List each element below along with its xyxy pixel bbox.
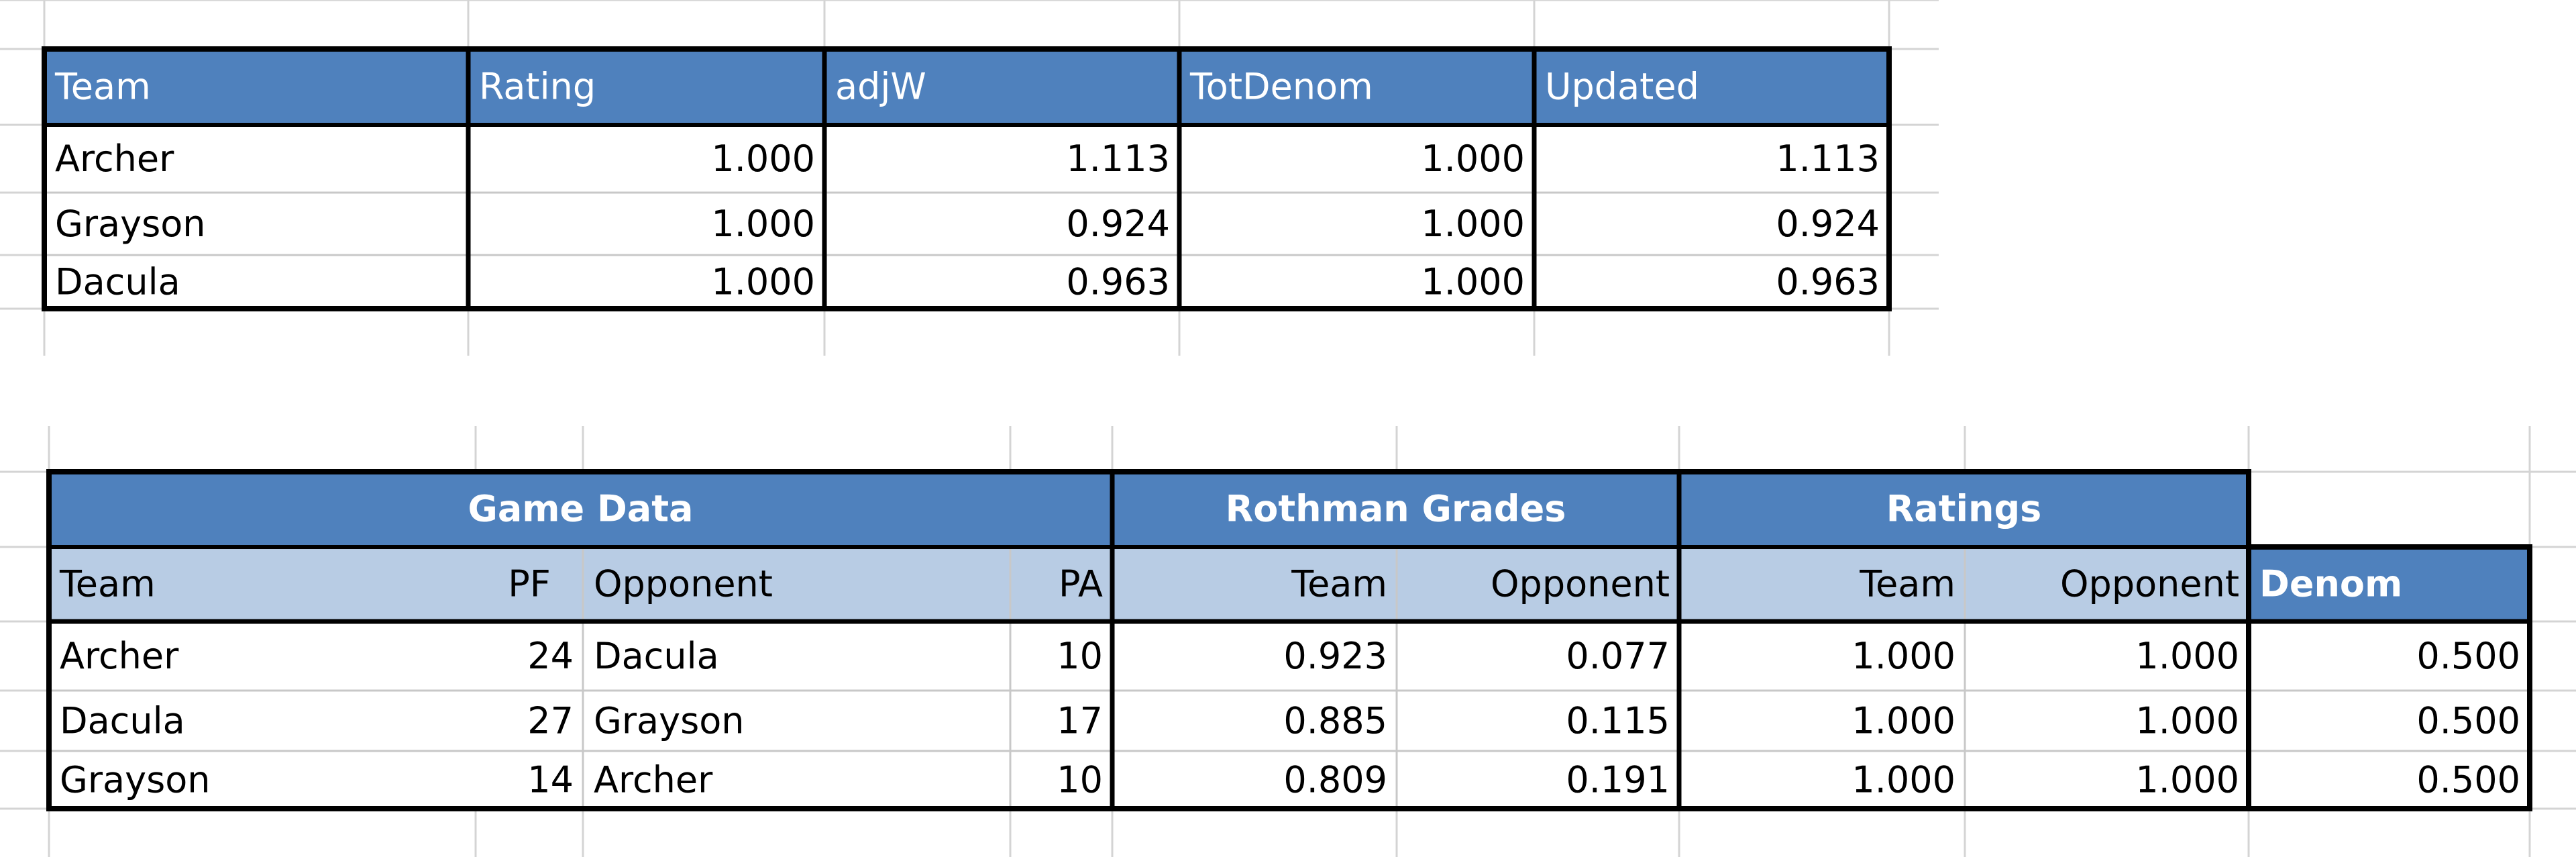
cell-text: Grayson [60,759,211,801]
cell-text: Archer [60,635,179,677]
cell-text: 0.809 [1283,759,1387,801]
cell-text: 0.191 [1566,759,1670,801]
cell-text: TotDenom [1189,66,1373,108]
cell-text: Rating [479,66,596,108]
group-row [49,472,2249,547]
cell-text: Team [1291,563,1387,605]
cell-text: 1.000 [1851,700,1955,742]
cell-text: 17 [1057,700,1103,742]
cell-text: 0.077 [1566,635,1670,677]
cell-text: Dacula [55,261,180,303]
cell-text: 1.113 [1066,138,1170,180]
cell-text: adjW [835,66,926,108]
cell-text: Grayson [594,700,745,742]
cell-text: Team [54,66,151,108]
cell-text: PF [508,563,551,605]
cell-text: Rothman Grades [1226,488,1566,530]
border [42,46,1892,311]
cell-text: Dacula [60,700,185,742]
cell-text: 1.000 [2135,700,2239,742]
cell-text: Opponent [1491,563,1670,605]
cell-text: 1.000 [711,261,815,303]
cell-text: 0.924 [1066,203,1170,245]
cell-text: 0.115 [1566,700,1670,742]
cell-text: 0.885 [1283,700,1387,742]
cell-text: Team [1859,563,1955,605]
cell-text: 1.000 [1421,203,1525,245]
cell-text: Team [59,563,156,605]
cell-text: 0.963 [1066,261,1170,303]
cell-text: 0.924 [1776,203,1880,245]
table-body [44,125,1889,309]
subheader-row [49,547,2249,621]
border [2246,544,2532,811]
cell-text: 0.500 [2416,759,2520,801]
cell-text: 1.000 [1421,261,1525,303]
cell-text: 1.000 [711,138,815,180]
cell-text: 1.000 [2135,759,2239,801]
cell-text: Grayson [55,203,206,245]
cell-text: 1.113 [1776,138,1880,180]
cell-text: Opponent [594,563,773,605]
cell-text: 1.000 [1851,635,1955,677]
cell-text: 27 [527,700,574,742]
cell-text: 1.000 [1421,138,1525,180]
cell-text: Denom [2259,563,2402,605]
cell-text: PA [1059,563,1103,605]
cell-text: 1.000 [711,203,815,245]
header-row [44,49,1889,125]
denom-header [2249,547,2530,621]
cell-text: 1.000 [2135,635,2239,677]
cell-text: 10 [1057,635,1103,677]
cell-text: 10 [1057,759,1103,801]
cell-text: 24 [527,635,574,677]
cell-text: 14 [527,759,574,801]
cell-text: Updated [1545,66,1699,108]
cell-text: 0.500 [2416,635,2520,677]
table-body [49,621,2530,809]
cell-text: 0.500 [2416,700,2520,742]
cell-text: 0.963 [1776,261,1880,303]
cell-text: 1.000 [1851,759,1955,801]
cell-text: Ratings [1886,488,2042,530]
cell-text: Archer [55,138,174,180]
cell-text: 0.923 [1283,635,1387,677]
cell-text: Archer [594,759,713,801]
cell-text: Opponent [2060,563,2239,605]
cell-text: Game Data [468,488,694,530]
cell-text: Dacula [594,635,719,677]
